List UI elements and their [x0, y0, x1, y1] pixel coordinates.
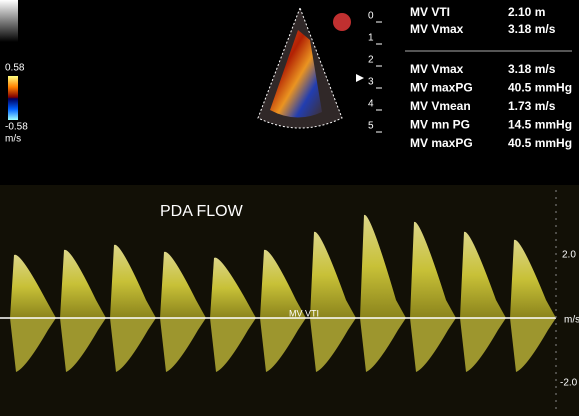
gray-bar [0, 0, 18, 42]
depth-label: 4 [368, 99, 374, 110]
measure-value: 40.5 mmHg [508, 81, 572, 95]
color-unit: m/s [5, 134, 21, 145]
measure-value: 3.18 m/s [508, 22, 556, 36]
measure-value: 2.10 m [508, 5, 545, 19]
color-bar [8, 76, 18, 120]
measure-label: MV VTI [410, 5, 450, 19]
measure-label: MV mn PG [410, 118, 470, 132]
measure-value: 14.5 mmHg [508, 118, 572, 132]
depth-label: 5 [368, 121, 374, 132]
scale-unit: m/s [564, 315, 579, 326]
depth-scale: 0 1 2 3 4 5 [368, 11, 382, 132]
measure-value: 40.5 mmHg [508, 136, 572, 150]
ultrasound-screen: 0.58 -0.58 m/s 0 1 2 3 4 5 MV VTI 2.10 m MV Vma… [0, 0, 579, 416]
measurements: MV VTI 2.10 m MV Vmax 3.18 m/s MV Vmax 3.18 m… [410, 5, 572, 150]
scale-bottom: -2.0 [560, 378, 578, 389]
measure-value: 1.73 m/s [508, 99, 556, 113]
measure-label: MV Vmax [410, 62, 464, 76]
color-max: 0.58 [5, 63, 25, 74]
depth-label: 1 [368, 33, 374, 44]
depth-label: 0 [368, 11, 374, 22]
measure-label: MV Vmean [410, 99, 471, 113]
focus-marker [356, 74, 364, 82]
measure-value: 3.18 m/s [508, 62, 556, 76]
color-min: -0.58 [5, 122, 28, 133]
measure-label: MV maxPG [410, 136, 473, 150]
spectrum-marker: MV VTI [289, 308, 319, 318]
spectrum-title: PDA FLOW [160, 203, 244, 220]
probe-icon [333, 13, 351, 31]
measure-label: MV maxPG [410, 81, 473, 95]
depth-label: 3 [368, 77, 374, 88]
depth-label: 2 [368, 55, 374, 66]
measure-label: MV Vmax [410, 22, 464, 36]
scale-top: 2.0 [562, 250, 576, 261]
